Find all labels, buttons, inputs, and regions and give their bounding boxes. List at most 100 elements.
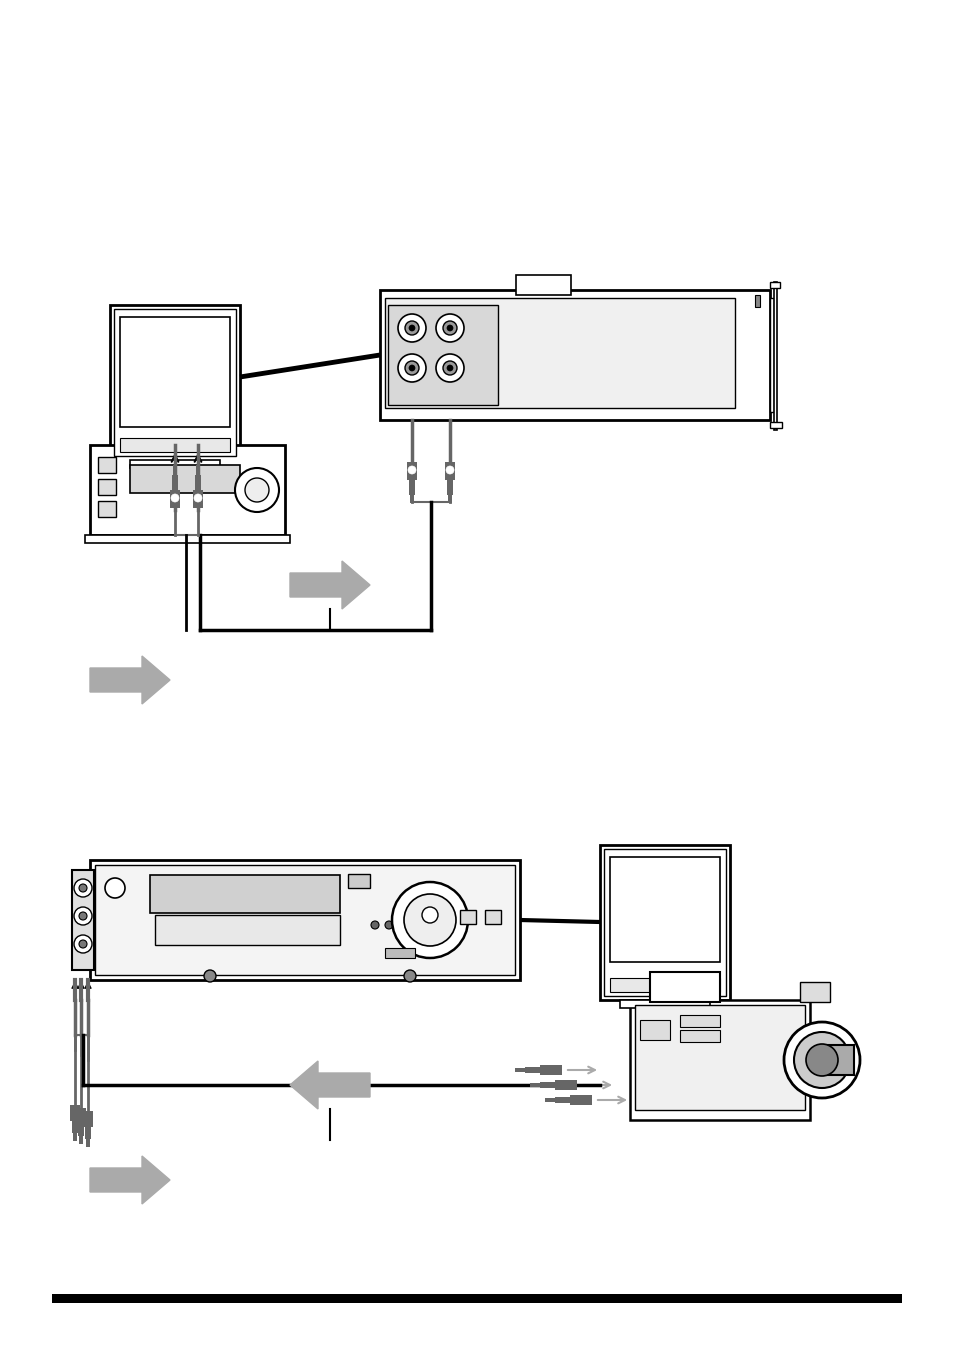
Bar (52, 1294, 901, 1303)
Bar (448, 495, 452, 503)
Circle shape (409, 365, 415, 370)
Bar (629, 1000, 809, 1119)
Circle shape (403, 894, 456, 946)
Bar (379, 289, 769, 420)
Circle shape (783, 1022, 859, 1098)
Bar (120, 316, 230, 427)
Polygon shape (90, 656, 170, 704)
Bar (83, 1111, 92, 1128)
Bar (130, 465, 240, 493)
Polygon shape (90, 1156, 170, 1205)
Bar (194, 475, 201, 491)
Bar (635, 1005, 804, 1110)
Bar (524, 1067, 540, 1073)
Bar (90, 445, 285, 535)
Circle shape (447, 324, 453, 331)
Circle shape (79, 940, 87, 948)
Circle shape (403, 969, 416, 982)
Bar (679, 1030, 720, 1042)
Circle shape (805, 1044, 837, 1076)
Bar (130, 460, 220, 468)
Bar (599, 845, 729, 1000)
Bar (98, 502, 116, 516)
Bar (754, 295, 760, 307)
Polygon shape (290, 561, 370, 608)
Bar (98, 457, 116, 473)
Bar (539, 1082, 556, 1088)
Bar (555, 1096, 571, 1103)
Bar (459, 910, 476, 923)
Bar (821, 1045, 853, 1075)
Bar (172, 465, 177, 477)
Bar (769, 283, 780, 288)
Circle shape (405, 361, 418, 375)
Bar (85, 1128, 91, 1138)
Circle shape (442, 320, 456, 335)
Circle shape (408, 466, 416, 475)
Bar (98, 479, 116, 495)
Circle shape (397, 314, 426, 342)
Circle shape (234, 468, 278, 512)
Circle shape (442, 361, 456, 375)
Bar (639, 1019, 669, 1040)
Bar (95, 865, 515, 975)
Circle shape (436, 314, 463, 342)
Circle shape (74, 936, 91, 953)
Bar (150, 468, 200, 476)
Bar (79, 1136, 83, 1144)
Bar (530, 1083, 541, 1087)
Circle shape (371, 921, 378, 929)
Circle shape (397, 354, 426, 383)
Bar (113, 310, 235, 456)
Bar (90, 860, 519, 980)
Bar (71, 869, 94, 969)
Bar (679, 1015, 720, 1028)
Circle shape (79, 884, 87, 892)
Bar (172, 475, 178, 491)
Circle shape (392, 882, 468, 959)
Bar (170, 489, 180, 508)
Bar (609, 977, 720, 992)
Circle shape (204, 969, 215, 982)
Bar (154, 915, 339, 945)
Bar (195, 465, 200, 477)
Circle shape (446, 466, 454, 475)
Bar (407, 462, 416, 480)
Bar (649, 972, 720, 1002)
Circle shape (436, 354, 463, 383)
Circle shape (74, 907, 91, 925)
Bar (348, 873, 370, 888)
Bar (544, 1098, 557, 1102)
Bar (484, 910, 500, 923)
Circle shape (421, 907, 437, 923)
Bar (769, 297, 773, 412)
Bar (388, 306, 497, 406)
Bar (150, 875, 339, 913)
Bar (385, 948, 415, 959)
Circle shape (193, 493, 202, 502)
Circle shape (245, 479, 269, 502)
Bar (85, 535, 290, 544)
Polygon shape (290, 1061, 370, 1109)
Bar (447, 480, 453, 495)
Bar (609, 857, 720, 963)
Bar (110, 306, 240, 460)
Bar (409, 480, 415, 495)
Bar (385, 297, 734, 408)
Bar (569, 1095, 592, 1105)
Bar (773, 283, 776, 430)
Bar (120, 438, 230, 452)
Bar (86, 1138, 90, 1146)
Circle shape (79, 913, 87, 919)
Bar (800, 982, 829, 1002)
Bar (444, 462, 455, 480)
Bar (515, 1068, 526, 1072)
Bar (769, 422, 781, 429)
Bar (193, 489, 203, 508)
Bar (78, 1124, 84, 1136)
Circle shape (385, 921, 393, 929)
Circle shape (409, 324, 415, 331)
Bar (539, 1065, 561, 1075)
Circle shape (405, 320, 418, 335)
Circle shape (105, 877, 125, 898)
